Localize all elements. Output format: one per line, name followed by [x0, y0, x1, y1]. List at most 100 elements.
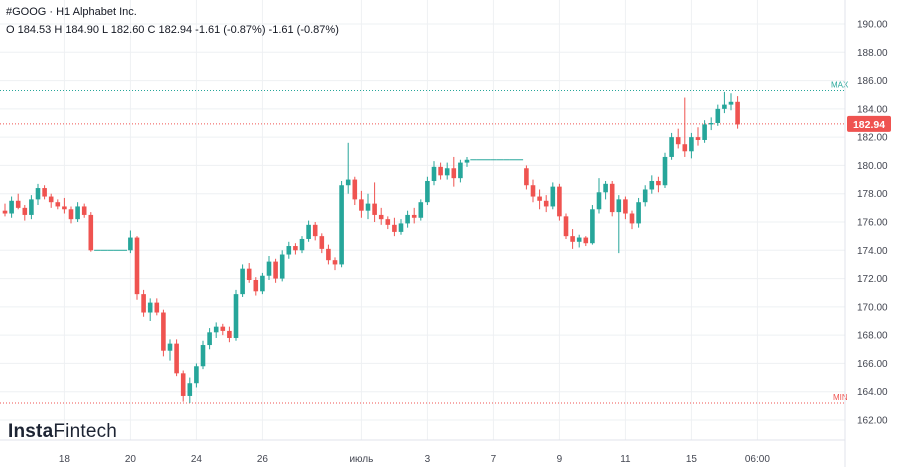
candle — [636, 197, 641, 228]
candle — [662, 152, 668, 189]
ohlc-readout: O 184.53 H 184.90 L 182.60 C 182.94 -1.6… — [6, 24, 339, 36]
candle-body — [649, 180, 655, 190]
candle-body — [464, 159, 470, 163]
candle — [29, 195, 34, 220]
y-tick-label: 180.00 — [857, 161, 888, 172]
candle — [141, 289, 146, 317]
candle — [352, 176, 358, 206]
candle-body — [570, 236, 575, 242]
candle — [576, 234, 582, 248]
candle — [42, 185, 47, 200]
candle — [88, 212, 94, 252]
candle — [649, 175, 655, 194]
candle-body — [550, 186, 556, 207]
candle — [233, 289, 239, 341]
candle — [444, 162, 450, 180]
y-tick-label: 174.00 — [857, 246, 888, 257]
candle — [213, 322, 219, 338]
candle — [603, 180, 608, 200]
candle — [319, 233, 325, 254]
x-tick-label: 15 — [686, 454, 698, 465]
y-tick-label: 164.00 — [857, 387, 888, 398]
y-tick-label: 184.00 — [857, 104, 888, 115]
candle — [623, 196, 628, 220]
candle-body — [9, 200, 14, 214]
candle — [260, 272, 265, 295]
candle-body — [180, 373, 186, 396]
candle-body — [530, 185, 536, 197]
candle-body — [682, 144, 688, 152]
candle — [616, 195, 622, 254]
candle — [207, 328, 212, 350]
candle-body — [260, 275, 265, 292]
y-tick-label: 190.00 — [857, 20, 888, 31]
candle-body — [609, 183, 615, 213]
candle — [543, 195, 549, 213]
candle — [385, 216, 391, 230]
candle-body — [147, 302, 153, 313]
candle — [339, 180, 344, 268]
candle — [656, 176, 661, 193]
candle-body — [306, 224, 311, 239]
candle — [75, 202, 80, 222]
candle-body — [675, 137, 681, 145]
candle — [200, 340, 206, 370]
candle-body — [220, 326, 226, 331]
candle-body — [15, 200, 21, 208]
candle — [62, 197, 67, 214]
candle-body — [352, 179, 358, 200]
y-tick-label: 170.00 — [857, 302, 888, 313]
x-tick-label: 06:00 — [745, 454, 770, 465]
candle-body — [411, 214, 417, 218]
candle — [128, 230, 133, 254]
x-tick-label: 3 — [425, 454, 431, 465]
candle — [299, 236, 305, 254]
candle — [451, 156, 457, 187]
candle — [15, 193, 21, 210]
candle-body — [326, 248, 331, 261]
candle — [405, 210, 410, 228]
candle-body — [81, 206, 87, 215]
candle — [253, 277, 259, 296]
candle-body — [576, 237, 582, 242]
candle-body — [55, 202, 61, 207]
candle-body — [583, 237, 589, 244]
candle — [286, 241, 292, 259]
candle-body — [722, 104, 727, 109]
candlestick-series — [2, 91, 740, 404]
candle — [161, 309, 166, 357]
candle-body — [194, 366, 199, 384]
y-tick-label: 172.00 — [857, 274, 888, 285]
candle — [81, 203, 87, 218]
candle-body — [557, 186, 562, 217]
candle-body — [378, 214, 384, 220]
candle-body — [48, 196, 54, 203]
candle — [392, 217, 397, 237]
logo-text-a: Insta — [8, 421, 54, 442]
chart-levels: MAX MIN — [0, 80, 849, 404]
candle-body — [431, 166, 437, 181]
candle — [359, 190, 364, 218]
candle — [35, 183, 41, 206]
candle — [609, 180, 615, 217]
candle — [583, 236, 589, 247]
x-tick-label: июль — [349, 454, 373, 465]
candle — [372, 182, 377, 222]
y-tick-label: 188.00 — [857, 48, 888, 59]
candle-body — [359, 199, 364, 211]
chart-grid — [0, 0, 845, 440]
candle-body — [227, 330, 232, 338]
candle-body — [233, 294, 239, 338]
candle-body — [312, 224, 318, 237]
candle — [378, 207, 384, 225]
candle — [675, 128, 681, 149]
candle — [735, 96, 740, 129]
candle — [682, 97, 688, 157]
x-tick-label: 20 — [125, 454, 137, 465]
candle-body — [695, 137, 701, 140]
candle — [266, 255, 272, 280]
candle-body — [656, 180, 661, 186]
candle-body — [708, 123, 714, 125]
candle — [550, 182, 556, 210]
